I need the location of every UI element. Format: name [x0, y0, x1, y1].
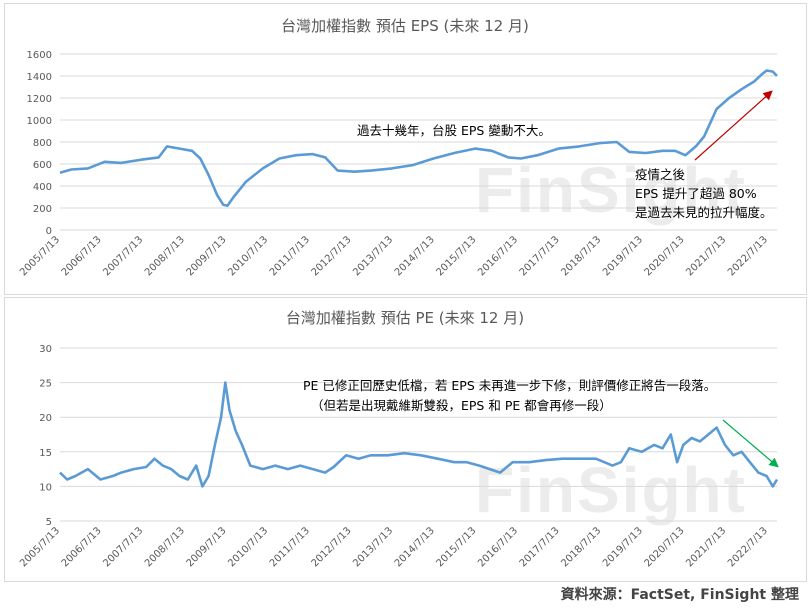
annotation-text: 過去十幾年，台股 EPS 變動不大。 — [357, 123, 551, 138]
x-tick-label: 2005/7/13 — [18, 234, 62, 278]
x-tick-label: 2012/7/13 — [310, 525, 354, 569]
x-tick-label: 2022/7/13 — [726, 525, 770, 569]
x-tick-label: 2017/7/13 — [518, 234, 562, 278]
y-tick-label: 400 — [33, 182, 52, 193]
pe-chart: FinSight 台灣加權指數 預估 PE (未來 12 月) 5 10 15 20 25 3… — [18, 309, 779, 569]
finsight-watermark: FinSight — [475, 454, 747, 526]
x-tick-label: 2014/7/13 — [393, 234, 437, 278]
annotation-text: EPS 提升了超過 80% — [635, 186, 757, 201]
annotation-arrow — [722, 419, 779, 468]
y-tick-label: 10 — [39, 482, 52, 493]
x-tick-label: 2015/7/13 — [434, 234, 478, 278]
y-tick-label: 20 — [39, 413, 52, 424]
y-tick-label: 5 — [46, 517, 52, 528]
y-tick-label: 200 — [33, 204, 52, 215]
x-tick-label: 2019/7/13 — [601, 525, 645, 569]
x-tick-label: 2016/7/13 — [476, 525, 520, 569]
y-tick-label: 25 — [39, 379, 52, 390]
x-tick-label: 2006/7/13 — [60, 234, 104, 278]
x-tick-label: 2013/7/13 — [351, 234, 395, 278]
y-tick-label: 30 — [39, 344, 52, 355]
x-tick-label: 2011/7/13 — [268, 525, 312, 569]
annotation-text: PE 已修正回歷史低檔，若 EPS 未再進一步下修，則評價修正將告一段落。 — [303, 378, 716, 393]
series-line — [59, 381, 779, 488]
x-tick-label: 2006/7/13 — [60, 525, 104, 569]
y-tick-label: 1000 — [27, 116, 52, 127]
x-tick-label: 2012/7/13 — [310, 234, 354, 278]
finsight-watermark: FinSight — [475, 154, 747, 226]
x-tick-label: 2020/7/13 — [643, 525, 687, 569]
x-tick-label: 2008/7/13 — [143, 234, 187, 278]
x-tick-label: 2019/7/13 — [601, 234, 645, 278]
y-tick-label: 0 — [46, 226, 52, 237]
y-tick-label: 1200 — [27, 94, 52, 105]
x-tick-label: 2011/7/13 — [268, 234, 312, 278]
eps-chart: FinSight 台灣加權指數 預估 EPS (未來 12 月) 0 200 400 60… — [18, 17, 778, 278]
x-tick-label: 2017/7/13 — [518, 525, 562, 569]
series-line — [59, 69, 778, 208]
eps-chart-panel: FinSight 台灣加權指數 預估 EPS (未來 12 月) 0 200 400 60… — [4, 3, 807, 295]
y-tick-label: 800 — [33, 138, 52, 149]
x-tick-label: 2007/7/13 — [101, 234, 145, 278]
y-tick-label: 15 — [39, 448, 52, 459]
annotation-text: （但若是出現戴維斯雙殺，EPS 和 PE 都會再修一段） — [311, 398, 612, 413]
x-tick-label: 2008/7/13 — [143, 525, 187, 569]
x-tick-label: 2021/7/13 — [684, 234, 728, 278]
x-tick-label: 2014/7/13 — [393, 525, 437, 569]
pe-chart-panel: FinSight 台灣加權指數 預估 PE (未來 12 月) 5 10 15 20 25 3… — [4, 297, 807, 582]
annotation-text: 疫情之後 — [635, 167, 686, 182]
chart-title: 台灣加權指數 預估 EPS (未來 12 月) — [281, 17, 529, 35]
y-tick-label: 1400 — [27, 72, 52, 83]
x-tick-label: 2020/7/13 — [643, 234, 687, 278]
chart-title: 台灣加權指數 預估 PE (未來 12 月) — [286, 309, 524, 327]
x-tick-label: 2010/7/13 — [226, 525, 270, 569]
y-tick-label: 1600 — [27, 50, 52, 61]
x-tick-label: 2018/7/13 — [559, 234, 603, 278]
x-tick-label: 2013/7/13 — [351, 525, 395, 569]
annotation-arrow — [694, 90, 773, 161]
x-tick-label: 2010/7/13 — [226, 234, 270, 278]
source-note: 資料來源：FactSet, FinSight 整理 — [560, 587, 799, 603]
annotation-text: 是過去未見的拉升幅度。 — [635, 205, 773, 220]
x-tick-label: 2016/7/13 — [476, 234, 520, 278]
y-tick-label: 600 — [33, 160, 52, 171]
x-tick-label: 2007/7/13 — [101, 525, 145, 569]
x-tick-label: 2005/7/13 — [18, 525, 62, 569]
x-tick-label: 2021/7/13 — [684, 525, 728, 569]
x-tick-label: 2022/7/13 — [726, 234, 770, 278]
x-tick-label: 2009/7/13 — [185, 525, 229, 569]
x-tick-label: 2018/7/13 — [559, 525, 603, 569]
x-tick-label: 2015/7/13 — [434, 525, 478, 569]
x-tick-label: 2009/7/13 — [185, 234, 229, 278]
